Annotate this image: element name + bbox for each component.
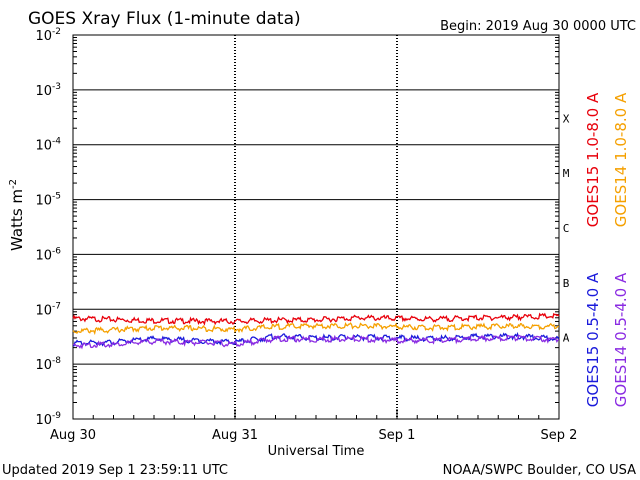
y-tick-label: 10-5 <box>35 192 61 209</box>
plot-grid <box>72 34 560 420</box>
y-tick-label: 10-2 <box>35 27 61 44</box>
y-tick-label: 10-4 <box>35 137 61 154</box>
x-tick-label: Sep 1 <box>379 428 416 443</box>
legend-entry: GOES14 0.5-4.0 A <box>612 272 630 407</box>
x-tick-label: Aug 30 <box>50 428 96 443</box>
y-tick-label: 10-9 <box>35 411 61 428</box>
y-tick-label: 10-8 <box>35 356 61 373</box>
plot-frame <box>72 34 560 420</box>
y-axis-label: Watts m-2 <box>8 179 26 251</box>
flare-class-label: M <box>563 167 570 180</box>
flare-class-label: X <box>563 112 570 125</box>
flare-class-label: A <box>563 332 570 345</box>
y-tick-labels: 10-2 10-3 10-4 10-5 10-6 10-7 10-8 10-9 <box>35 27 61 428</box>
x-tick-label: Sep 2 <box>541 428 578 443</box>
begin-label: Begin: 2019 Aug 30 0000 UTC <box>440 19 636 34</box>
legend-entry: GOES15 0.5-4.0 A <box>584 272 602 407</box>
credit-text: NOAA/SWPC Boulder, CO USA <box>443 463 636 478</box>
y-tick-label: 10-6 <box>35 246 61 263</box>
legend-entry: GOES15 1.0-8.0 A <box>584 92 602 227</box>
legend-entry: GOES14 1.0-8.0 A <box>612 92 630 227</box>
flare-class-labels: X M C B A <box>563 112 570 344</box>
x-axis-label: Universal Time <box>268 444 365 459</box>
updated-timestamp: Updated 2019 Sep 1 23:59:11 UTC <box>2 463 228 478</box>
chart-title: GOES Xray Flux (1-minute data) <box>28 9 301 29</box>
series-line <box>72 321 559 336</box>
x-tick-label: Aug 31 <box>212 428 258 443</box>
x-tick-labels: Aug 30 Aug 31 Sep 1 Sep 2 <box>50 428 577 443</box>
series-line <box>72 331 560 347</box>
flare-class-label: C <box>563 222 570 235</box>
series-line <box>72 334 560 350</box>
series-line <box>72 312 560 326</box>
flare-class-label: B <box>563 277 570 290</box>
legend: GOES15 1.0-8.0 A GOES14 1.0-8.0 A GOES15 0… <box>584 92 630 407</box>
series-lines <box>72 312 560 350</box>
y-tick-label: 10-3 <box>35 82 61 99</box>
y-tick-label: 10-7 <box>35 301 61 318</box>
